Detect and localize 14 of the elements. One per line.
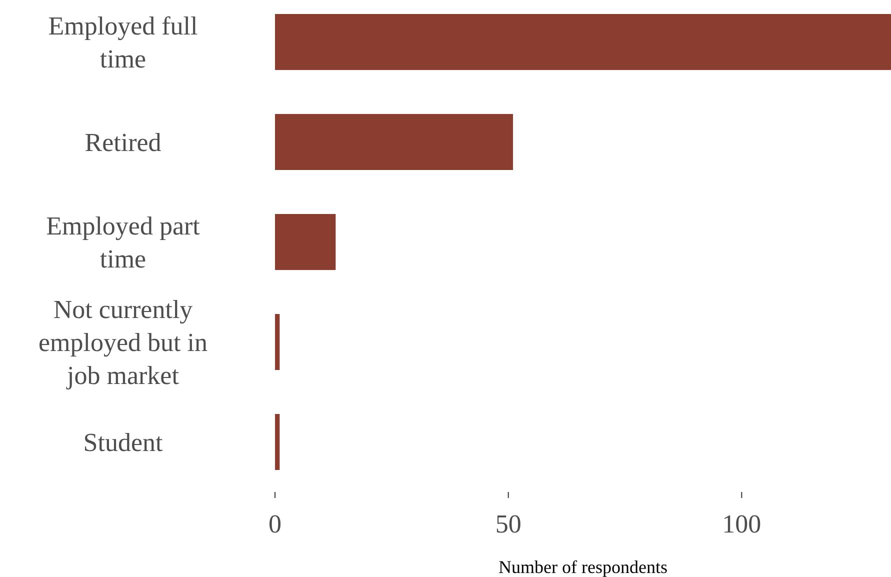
y-tick-label: Student — [83, 428, 164, 456]
bar — [275, 414, 280, 470]
bar — [275, 114, 513, 170]
bar — [275, 214, 336, 270]
y-tick-label: Not currently employed but in job market — [38, 294, 208, 390]
y-tick-label: Employed full time — [48, 11, 198, 73]
y-tick-label: Employed part time — [46, 211, 201, 273]
x-tick-label: 100 — [722, 509, 762, 538]
y-tick-label: Retired — [84, 128, 162, 156]
x-tick-label: 0 — [268, 509, 282, 538]
bar — [275, 314, 280, 370]
x-tick-label: 50 — [495, 509, 522, 538]
bar — [275, 14, 891, 70]
x-axis-title: Number of respondents — [498, 557, 668, 577]
